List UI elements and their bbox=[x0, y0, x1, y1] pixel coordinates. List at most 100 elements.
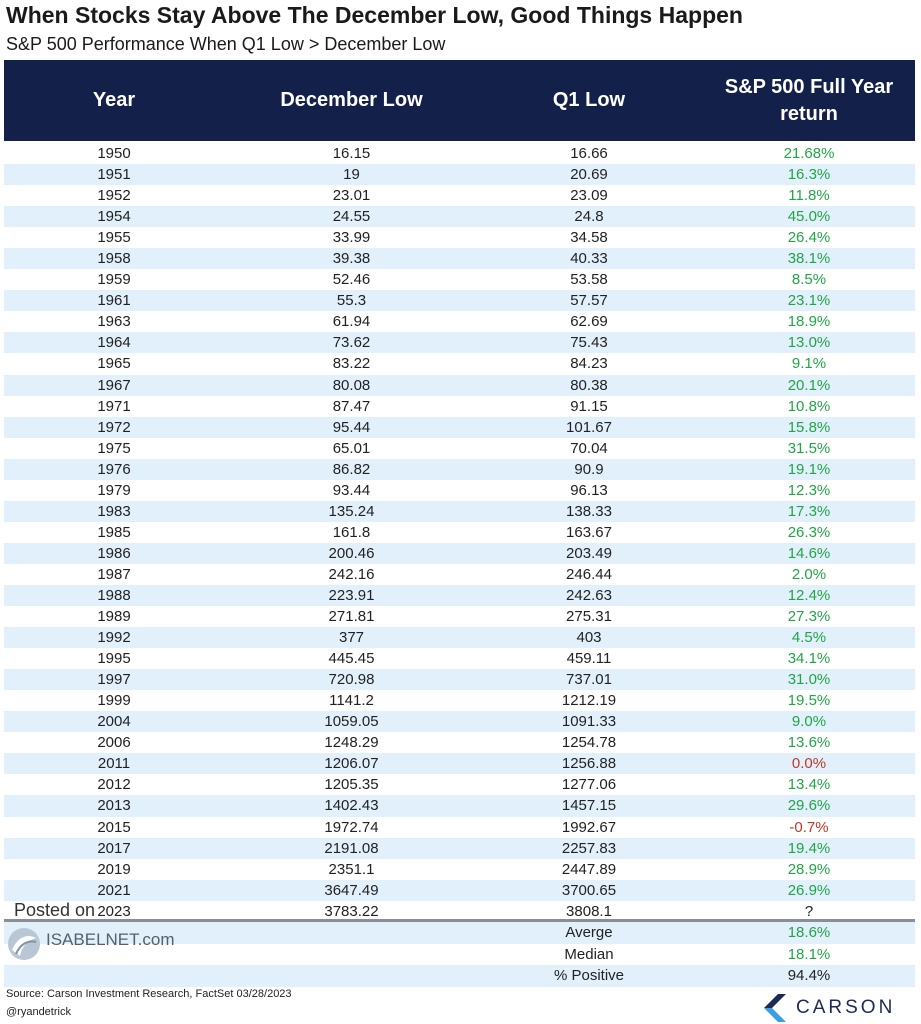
table-body: 1950 16.15 16.66 21.68% 1951 19 20.69 16.3% 1952… bbox=[4, 143, 915, 922]
table-row: 1961 55.3 57.57 23.1% bbox=[4, 290, 915, 312]
table-row: 1971 87.47 91.15 10.8% bbox=[4, 396, 915, 417]
cell-december-low: 65.01 bbox=[332, 439, 371, 457]
cell-return: 11.8% bbox=[788, 187, 830, 205]
summary-value: 18.6% bbox=[787, 924, 831, 941]
cell-q1-low: 242.63 bbox=[566, 586, 612, 604]
cell-return: 4.5% bbox=[791, 629, 827, 647]
table-row: 1997 720.98 737.01 31.0% bbox=[4, 669, 915, 691]
table-row: 1967 80.08 80.38 20.1% bbox=[4, 374, 915, 396]
cell-year: 1976 bbox=[97, 460, 131, 478]
cell-december-low: 1402.43 bbox=[324, 797, 379, 815]
cell-q1-low: 80.38 bbox=[570, 376, 608, 394]
cell-year: 1972 bbox=[97, 418, 131, 436]
cell-year: 1952 bbox=[97, 187, 131, 205]
cell-return: 26.4% bbox=[787, 229, 831, 247]
cell-year: 2019 bbox=[97, 860, 131, 878]
cell-return: 15.8% bbox=[787, 418, 831, 436]
cell-year: 1950 bbox=[97, 145, 131, 162]
cell-q1-low: 75.43 bbox=[570, 334, 608, 352]
cell-year: 1959 bbox=[97, 271, 131, 289]
cell-december-low: 1206.07 bbox=[324, 755, 379, 773]
table-row: 2013 1402.43 1457.15 29.6% bbox=[4, 795, 915, 817]
cell-return: 27.3% bbox=[787, 608, 831, 626]
cell-year: 1985 bbox=[97, 523, 131, 541]
cell-q1-low: 1256.88 bbox=[561, 755, 617, 773]
table-row: 2017 2191.08 2257.83 19.4% bbox=[4, 837, 915, 859]
cell-year: 2004 bbox=[97, 713, 131, 731]
cell-december-low: 86.82 bbox=[332, 460, 371, 478]
table-row: 1986 200.46 203.49 14.6% bbox=[4, 542, 915, 564]
cell-december-low: 135.24 bbox=[328, 502, 375, 520]
cell-december-low: 200.46 bbox=[328, 544, 375, 562]
cell-year: 1965 bbox=[97, 355, 131, 373]
cell-year: 2017 bbox=[97, 839, 131, 857]
table-row: 2006 1248.29 1254.78 13.6% bbox=[4, 732, 915, 753]
cell-return: 29.6% bbox=[787, 797, 831, 815]
cell-year: 2006 bbox=[97, 734, 131, 752]
cell-year: 1955 bbox=[97, 229, 131, 247]
cell-december-low: 52.46 bbox=[332, 271, 371, 289]
cell-q1-low: 40.33 bbox=[570, 250, 608, 268]
cell-q1-low: 24.8 bbox=[574, 208, 604, 226]
cell-december-low: 1248.29 bbox=[324, 734, 379, 752]
cell-q1-low: 203.49 bbox=[566, 544, 612, 562]
cell-return: 19.5% bbox=[787, 692, 831, 710]
table-row: 2023 3783.22 3808.1? bbox=[4, 901, 915, 922]
cell-year: 1997 bbox=[97, 671, 131, 689]
cell-return: 17.3% bbox=[787, 502, 831, 520]
table-row: 1958 39.38 40.33 38.1% bbox=[4, 248, 915, 270]
cell-december-low: 1141.2 bbox=[329, 692, 374, 710]
cell-return: 23.1% bbox=[787, 292, 831, 310]
cell-december-low: 223.91 bbox=[328, 586, 375, 604]
cell-q1-low: 3700.65 bbox=[561, 881, 617, 899]
cell-return: 13.4% bbox=[787, 776, 831, 794]
cell-q1-low: 96.13 bbox=[570, 481, 608, 499]
cell-december-low: 61.94 bbox=[332, 313, 371, 331]
cell-return: 12.4% bbox=[787, 586, 831, 604]
cell-return: 18.9% bbox=[787, 313, 831, 331]
cell-year: 1987 bbox=[97, 565, 131, 583]
cell-year: 2021 bbox=[97, 881, 131, 899]
cell-return: 10.8% bbox=[787, 397, 831, 415]
cell-q1-low: 3808.1 bbox=[566, 902, 612, 920]
table-row: 2015 1972.74 1992.67 -0.7% bbox=[4, 817, 915, 838]
table-row: 1985 161.8 163.67 26.3% bbox=[4, 522, 915, 543]
cell-december-low: 720.98 bbox=[328, 671, 375, 689]
cell-q1-low: 34.58 bbox=[570, 229, 608, 247]
table-row: 2011 1206.07 1256.88 0.0% bbox=[4, 753, 915, 775]
table-row: 1955 33.99 34.58 26.4% bbox=[4, 227, 915, 248]
cell-return: 20.1% bbox=[787, 376, 831, 394]
table-row: 1989 271.81 275.31 27.3% bbox=[4, 606, 915, 627]
cell-q1-low: 1277.06 bbox=[561, 776, 617, 794]
cell-december-low: 3783.22 bbox=[324, 902, 379, 920]
summary-row: % Positive 94.4% bbox=[4, 965, 915, 987]
cell-december-low: 80.08 bbox=[332, 376, 371, 394]
cell-year: 1995 bbox=[97, 650, 131, 668]
cell-december-low: 1205.35 bbox=[324, 776, 379, 794]
cell-year: 1986 bbox=[97, 544, 131, 562]
cell-december-low: 19 bbox=[343, 166, 360, 184]
table-row: 2021 3647.49 3700.65 26.9% bbox=[4, 879, 915, 901]
table-row: 1987 242.16 246.44 2.0% bbox=[4, 564, 915, 585]
summary-row: Averge 18.6% bbox=[4, 922, 915, 944]
cell-return: 26.3% bbox=[787, 523, 831, 541]
cell-q1-low: 1457.15 bbox=[561, 797, 617, 815]
cell-return: 28.9% bbox=[787, 860, 831, 878]
cell-q1-low: 90.9 bbox=[574, 460, 604, 478]
table-row: 2012 1205.35 1277.06 13.4% bbox=[4, 774, 915, 795]
cell-december-low: 271.81 bbox=[328, 608, 375, 626]
header-full-year-return: S&P 500 Full Year return bbox=[724, 75, 894, 125]
cell-year: 1988 bbox=[97, 586, 131, 604]
table-row: 1951 19 20.69 16.3% bbox=[4, 164, 915, 186]
cell-december-low: 55.3 bbox=[336, 292, 367, 310]
cell-year: 1963 bbox=[97, 313, 131, 331]
cell-year: 1958 bbox=[97, 250, 131, 268]
carson-logo-icon bbox=[764, 994, 786, 1022]
cell-december-low: 23.01 bbox=[332, 187, 371, 205]
cell-return: 0.0% bbox=[791, 755, 827, 773]
cell-year: 2011 bbox=[97, 755, 131, 773]
cell-return: 2.0% bbox=[791, 565, 827, 583]
table-row: 1964 73.62 75.43 13.0% bbox=[4, 332, 915, 354]
table-row: 1979 93.44 96.13 12.3% bbox=[4, 480, 915, 501]
cell-return: 38.1% bbox=[787, 250, 831, 268]
